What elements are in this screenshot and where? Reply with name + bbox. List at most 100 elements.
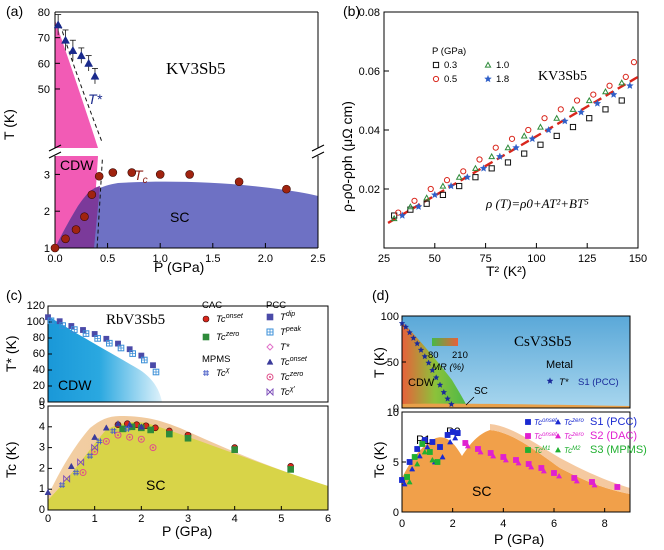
panel-c-tpeak-point-cross bbox=[59, 322, 66, 329]
panel-d-tc-s1-zero-point bbox=[416, 452, 423, 459]
panel-b-point-0-5 bbox=[395, 209, 402, 216]
panel-c-tpeak-point-cross bbox=[83, 330, 89, 337]
panel-a-y-tick-label: 80 bbox=[38, 7, 50, 19]
panel-a-sc-label: SC bbox=[170, 209, 189, 225]
panel-c-tc-onset-pcc-point bbox=[126, 421, 134, 428]
panel-c-tc-zero-cac-point bbox=[147, 426, 154, 434]
panel-c-y-tick-label: 4 bbox=[39, 421, 45, 433]
panel-b-y-tick-label: 0.06 bbox=[359, 66, 380, 78]
panel-b-point-0-5 bbox=[557, 106, 564, 113]
panel-c-x-label: P (GPa) bbox=[162, 523, 212, 539]
panel-d-tc-s2-onset-point bbox=[571, 475, 578, 481]
panel-d-tc-s2-onset-point bbox=[475, 446, 481, 452]
panel-d-tc-s1-onset-point bbox=[449, 429, 456, 435]
panel-b-point-0-5 bbox=[476, 156, 483, 163]
panel-c-legend-label-sup: peak bbox=[285, 326, 302, 333]
panel-d-tstar-point bbox=[448, 400, 455, 408]
panel-b-legend-label: 0.5 bbox=[444, 74, 457, 85]
panel-c-tpeak-point bbox=[94, 335, 101, 342]
panel-d-sc-upper-label: SC bbox=[474, 386, 488, 397]
panel-a-tstar-label: T* bbox=[88, 91, 103, 107]
panel-c-legend-label-main: Tc bbox=[280, 357, 290, 368]
panel-d-tc-s2-onset-point bbox=[462, 440, 469, 446]
panel-d-x-label: P (GPa) bbox=[494, 531, 544, 547]
panel-d-tstar-point bbox=[436, 381, 444, 388]
panel-c-tc-onset-pcc-point bbox=[114, 420, 122, 427]
panel-c-legend-label-main: T bbox=[280, 327, 287, 338]
panel-a-tc-point bbox=[127, 168, 137, 177]
panel-b-point-0-5 bbox=[606, 82, 613, 89]
panel-d-tc-s2-zero-point bbox=[477, 448, 484, 455]
panel-c-legend-label-sup: zero bbox=[225, 331, 240, 338]
panel-c-y-tick-label: 60 bbox=[33, 348, 45, 360]
panel-b-point-0-3 bbox=[488, 165, 495, 172]
panel-c-tc-zero-pcc-point-ring bbox=[137, 435, 145, 443]
panel-d-tc-s1-onset-point bbox=[429, 439, 436, 445]
panel-b-point-1-0 bbox=[406, 203, 414, 210]
panel-d-tstar-point bbox=[432, 374, 440, 381]
panel-c-tc-chi-mpms-point bbox=[110, 427, 117, 434]
panel-d-legend-source: S1 (PCC) bbox=[590, 416, 637, 428]
panel-c-tc-chi-mpms-point bbox=[96, 438, 103, 445]
panel-b-point-0-5 bbox=[525, 126, 532, 134]
panel-d-tc-s1-zero-point bbox=[439, 453, 446, 460]
panel-c-legend-label-main: T* bbox=[280, 342, 290, 353]
panel-b-point-1-8 bbox=[431, 190, 439, 199]
panel-d-sc-outer-band bbox=[490, 424, 630, 494]
panel-c-x-tick-label: 6 bbox=[325, 513, 331, 525]
panel-c-tpeak-point bbox=[141, 356, 148, 364]
panel-d-tstar-point bbox=[410, 334, 417, 341]
panel-c-sc-label: SC bbox=[146, 477, 165, 493]
panel-b-point-1-8 bbox=[528, 134, 537, 143]
panel-a-tc-label-sub: c bbox=[143, 175, 148, 186]
panel-b-point-1-8 bbox=[577, 108, 585, 116]
panel-d-tc-s1-onset-point bbox=[454, 430, 461, 436]
panel-d-tc-s3-m1-point bbox=[404, 474, 410, 480]
panel-d-tc-s2-zero-point bbox=[573, 477, 580, 484]
panel-a-tstar-point bbox=[84, 58, 94, 67]
panel-b-point-1-8 bbox=[414, 202, 423, 210]
panel-c-tc-onset-pcc-point bbox=[137, 423, 145, 430]
panel-c-legend-marker-ring bbox=[266, 373, 274, 381]
panel-b-point-1-8 bbox=[496, 152, 504, 160]
panel-b-y-tick-label: 0.08 bbox=[359, 7, 380, 19]
panel-d-legend-label-main: Tc bbox=[564, 418, 572, 427]
panel-a-data-marks bbox=[50, 14, 291, 253]
panel-a-tc-label: Tc bbox=[134, 167, 148, 186]
panel-c-tc-chi-mpms-point bbox=[87, 452, 93, 459]
panel-d-sc-upper-strip bbox=[402, 403, 630, 408]
panel-d-tc-s3-m2-point bbox=[406, 478, 413, 485]
panel-b-point-0-3 bbox=[618, 97, 625, 104]
panel-d-tc-s3-m2-point bbox=[421, 448, 428, 455]
panel-c-legend-marker bbox=[266, 387, 274, 397]
panel-c-y-tick-label: 20 bbox=[33, 380, 45, 392]
panel-d-tc-s3-m1-point bbox=[426, 449, 433, 455]
panel-d-legend-label-sup: onset bbox=[542, 432, 557, 438]
panel-d-sc-region bbox=[402, 430, 630, 512]
panel-d-label: (d) bbox=[372, 287, 389, 303]
panel-a-label: (a) bbox=[6, 3, 23, 19]
panel-b-point-1-8 bbox=[609, 90, 618, 98]
panel-d-legend-label: Tconset bbox=[534, 432, 557, 441]
panel-b-x-tick-label: 75 bbox=[479, 253, 491, 265]
panel-b-point-0-3 bbox=[569, 123, 577, 131]
panel-c-tc-onset-pcc-point bbox=[67, 462, 75, 469]
panel-d-tc-s1-onset-point bbox=[437, 444, 443, 450]
panel-b-legend-marker-1-0 bbox=[484, 61, 492, 68]
panel-a-tstar-point bbox=[61, 35, 70, 44]
panel-d-x-ticks: 0 2 4 6 8 bbox=[399, 508, 608, 530]
panel-c-y-tick-label: 120 bbox=[27, 300, 45, 312]
panel-d-legend-label-sup: zero bbox=[571, 432, 584, 438]
panel-d-y-tick-label: 50 bbox=[387, 357, 399, 369]
panel-c-tc-zero-pcc-point-ring bbox=[79, 469, 87, 477]
panel-d-tc-s2-onset-point bbox=[589, 479, 595, 485]
panel-d-tc-s3-m2-point bbox=[414, 460, 421, 467]
panel-b-label: (b) bbox=[343, 3, 360, 19]
panel-b-point-0-3 bbox=[504, 159, 512, 166]
panel-d-tc-s2-zero-point bbox=[490, 452, 497, 459]
panel-a-tc-point bbox=[87, 190, 97, 199]
panel-b-point-1-0 bbox=[602, 88, 609, 95]
panel-d-x-tick-label: 8 bbox=[602, 518, 608, 530]
